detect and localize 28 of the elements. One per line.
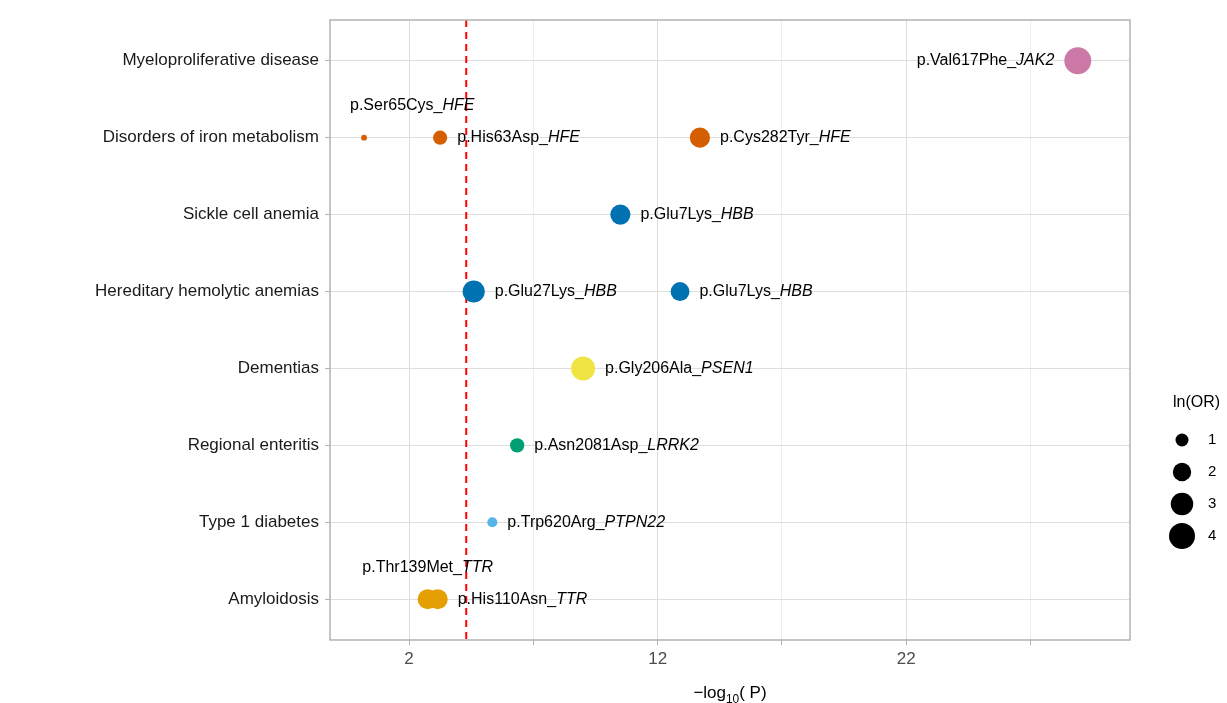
x-tick-label: 22 xyxy=(896,648,916,668)
legend-label: 1 xyxy=(1208,430,1217,448)
annotation: p.Val617Phe_JAK2 xyxy=(916,51,1055,70)
y-tick-label: Myeloproliferative disease xyxy=(122,50,319,70)
annotation: p.Asn2081Asp_LRRK2 xyxy=(534,435,699,454)
annotation: p.Thr139Met_TTR xyxy=(362,557,494,576)
y-tick-label: Amyloidosis xyxy=(228,588,319,608)
annotation: p.Gly206Ala_PSEN1 xyxy=(605,358,754,377)
annotation: p.Ser65Cys_HFE xyxy=(350,96,475,115)
x-tick-label: 12 xyxy=(648,648,668,668)
legend-title: ln(OR) xyxy=(1173,393,1221,411)
annotation: p.Cys282Tyr_HFE xyxy=(719,128,852,147)
y-tick-label: Regional enteritis xyxy=(187,435,319,455)
y-tick-label: Dementias xyxy=(237,358,319,378)
annotation: p.Trp620Arg_PTPN22 xyxy=(507,512,666,531)
y-tick-label: Type 1 diabetes xyxy=(198,512,319,531)
annotation: p.Glu27Lys_HBB xyxy=(494,281,618,300)
y-tick-label: Disorders of iron metabolism xyxy=(102,127,319,147)
legend-label: 3 xyxy=(1208,494,1217,512)
legend-label: 2 xyxy=(1208,462,1217,480)
annotation: p.His110Asn_TTR xyxy=(457,589,588,608)
y-tick-label: Hereditary hemolytic anemias xyxy=(95,281,319,301)
y-tick-label: Sickle cell anemia xyxy=(182,204,320,224)
x-tick-label: 2 xyxy=(404,648,414,668)
annotation: p.His63Asp_HFE xyxy=(457,128,581,147)
annotation: p.Glu7Lys_HBB xyxy=(699,281,814,300)
legend-label: 4 xyxy=(1208,526,1217,544)
annotation: p.Glu7Lys_HBB xyxy=(640,205,755,224)
